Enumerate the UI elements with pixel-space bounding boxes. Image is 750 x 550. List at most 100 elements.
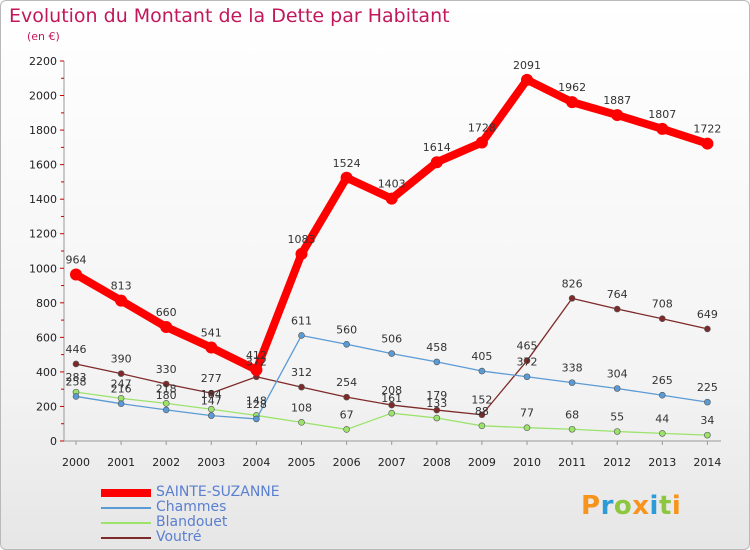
y-tick-label: 1400 bbox=[29, 193, 57, 206]
data-label: 764 bbox=[607, 288, 628, 301]
data-point bbox=[478, 411, 486, 419]
legend-swatch bbox=[101, 537, 151, 539]
x-tick-label: 2009 bbox=[468, 456, 496, 469]
data-point bbox=[433, 358, 441, 366]
data-label: 1083 bbox=[288, 233, 316, 246]
data-label: 55 bbox=[610, 411, 624, 424]
data-label: 541 bbox=[201, 327, 222, 340]
data-point bbox=[704, 325, 711, 333]
y-tick-label: 0 bbox=[50, 435, 57, 448]
data-label: 1524 bbox=[333, 157, 361, 170]
x-tick-label: 2008 bbox=[423, 456, 451, 469]
y-tick-label: 200 bbox=[36, 400, 57, 413]
data-point bbox=[478, 422, 486, 430]
x-tick-label: 2003 bbox=[197, 456, 225, 469]
data-point bbox=[656, 122, 669, 135]
data-label: 1403 bbox=[378, 178, 406, 191]
data-point bbox=[658, 430, 666, 437]
data-point bbox=[343, 426, 350, 433]
data-point bbox=[117, 400, 125, 407]
data-label: 68 bbox=[565, 408, 579, 421]
data-point bbox=[568, 379, 576, 386]
data-point bbox=[298, 419, 305, 426]
data-label: 265 bbox=[652, 374, 673, 387]
data-point bbox=[160, 321, 173, 333]
logo-letter: r bbox=[600, 491, 614, 521]
data-label: 964 bbox=[66, 253, 87, 266]
data-label: 34 bbox=[700, 414, 714, 427]
data-point bbox=[72, 393, 80, 400]
data-label: 1962 bbox=[558, 81, 586, 94]
data-label: 88 bbox=[475, 405, 489, 418]
data-label: 446 bbox=[66, 343, 87, 356]
data-point bbox=[298, 383, 305, 391]
data-point bbox=[568, 295, 576, 302]
data-label: 330 bbox=[156, 363, 177, 376]
logo-letter: i bbox=[649, 491, 659, 521]
legend-label: Chammes bbox=[156, 499, 227, 515]
chart-title: Evolution du Montant de la Dette par Hab… bbox=[9, 5, 450, 27]
data-label: 1614 bbox=[423, 141, 451, 154]
data-label: 649 bbox=[697, 308, 718, 321]
data-label: 458 bbox=[426, 341, 447, 354]
y-tick-label: 1200 bbox=[29, 228, 57, 241]
data-label: 44 bbox=[655, 412, 669, 425]
y-tick-label: 400 bbox=[36, 366, 57, 379]
data-point bbox=[611, 109, 624, 122]
data-point bbox=[388, 401, 396, 409]
data-point bbox=[205, 341, 218, 354]
x-tick-label: 2011 bbox=[558, 456, 586, 469]
logo-letter: x bbox=[632, 491, 650, 521]
data-label: 148 bbox=[246, 394, 267, 407]
y-tick-label: 600 bbox=[36, 331, 57, 344]
data-label: 506 bbox=[381, 333, 402, 346]
data-point bbox=[613, 385, 621, 392]
data-label: 412 bbox=[246, 349, 267, 362]
data-point bbox=[295, 247, 308, 260]
data-label: 2091 bbox=[513, 59, 541, 72]
data-label: 405 bbox=[471, 350, 492, 363]
data-point bbox=[521, 73, 533, 86]
data-point bbox=[568, 425, 576, 433]
data-label: 1887 bbox=[603, 94, 631, 107]
legend-swatch bbox=[101, 507, 151, 509]
data-label: 180 bbox=[156, 389, 177, 402]
data-point bbox=[704, 398, 711, 406]
data-label: 147 bbox=[201, 395, 222, 408]
data-point bbox=[250, 363, 263, 376]
legend-label: Blandouet bbox=[156, 514, 228, 530]
data-label: 708 bbox=[652, 298, 673, 311]
data-label: 372 bbox=[517, 356, 538, 369]
data-label: 208 bbox=[381, 384, 402, 397]
data-point bbox=[117, 370, 125, 377]
data-label: 128 bbox=[246, 398, 267, 411]
legend-label: Voutré bbox=[156, 529, 202, 545]
data-point bbox=[208, 405, 215, 413]
legend-swatch bbox=[101, 522, 151, 524]
data-point bbox=[613, 305, 621, 313]
x-tick-label: 2005 bbox=[288, 456, 316, 469]
y-tick-label: 1800 bbox=[29, 124, 57, 137]
data-point bbox=[475, 136, 488, 149]
data-point bbox=[72, 360, 80, 368]
data-label: 1722 bbox=[693, 123, 721, 136]
x-tick-label: 2006 bbox=[333, 456, 361, 469]
data-label: 560 bbox=[336, 323, 357, 336]
data-label: 660 bbox=[156, 306, 177, 319]
data-label: 225 bbox=[697, 381, 718, 394]
data-point bbox=[704, 431, 711, 439]
x-tick-label: 2004 bbox=[242, 456, 270, 469]
data-label: 258 bbox=[66, 375, 87, 388]
data-point bbox=[298, 332, 305, 339]
data-label: 277 bbox=[201, 372, 222, 385]
y-tick-label: 800 bbox=[36, 297, 57, 310]
data-label: 179 bbox=[426, 389, 447, 402]
x-tick-label: 2013 bbox=[648, 456, 676, 469]
data-point bbox=[340, 171, 353, 184]
data-point bbox=[162, 406, 170, 414]
x-tick-label: 2002 bbox=[152, 456, 180, 469]
data-point bbox=[613, 428, 621, 435]
data-label: 1807 bbox=[648, 108, 676, 121]
data-point bbox=[523, 373, 531, 381]
y-tick-label: 1000 bbox=[29, 262, 57, 275]
